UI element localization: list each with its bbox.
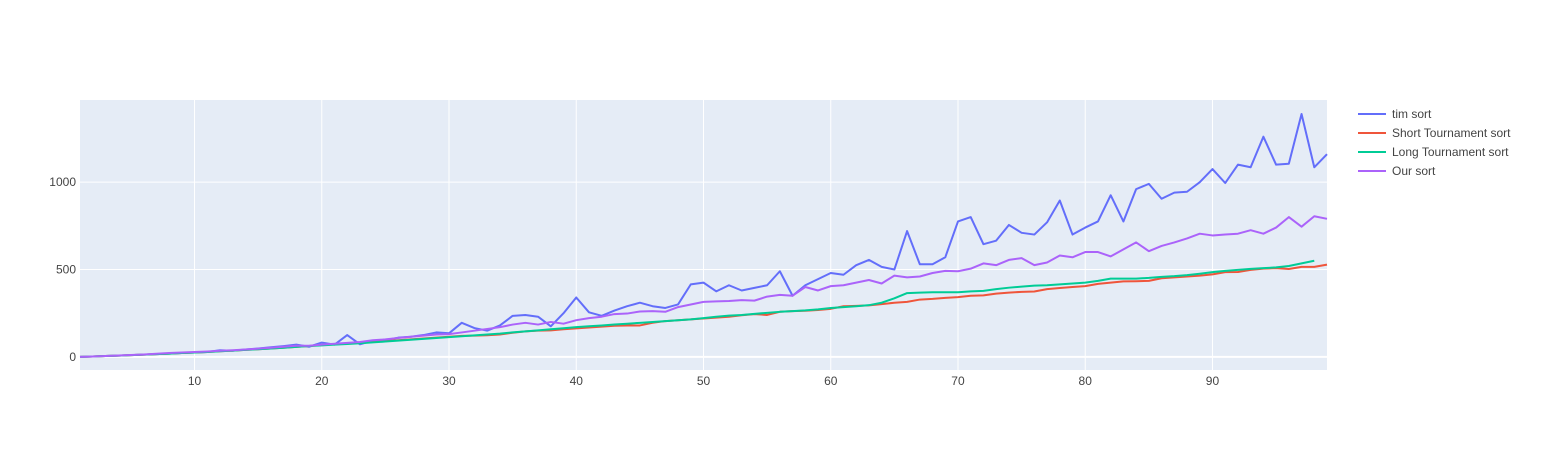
legend-item-2[interactable]: Short Tournament sort <box>1358 126 1511 140</box>
x-tick-label: 80 <box>1079 374 1093 388</box>
y-axis-ticks: 0 500 1000 <box>49 175 76 364</box>
x-tick-label: 90 <box>1206 374 1220 388</box>
legend-item-4[interactable]: Our sort <box>1358 164 1436 178</box>
legend-item-1[interactable]: tim sort <box>1358 107 1432 121</box>
series-lines <box>79 112 1328 358</box>
x-tick-label: 70 <box>951 374 965 388</box>
legend-label: tim sort <box>1392 107 1432 121</box>
legend-label: Short Tournament sort <box>1392 126 1511 140</box>
x-tick-label: 20 <box>315 374 329 388</box>
series-line-3 <box>79 259 1315 358</box>
x-tick-label: 30 <box>442 374 456 388</box>
y-tick-label: 0 <box>69 350 76 364</box>
legend-item-3[interactable]: Long Tournament sort <box>1358 145 1509 159</box>
legend[interactable]: tim sort Short Tournament sort Long Tourna… <box>1358 107 1511 178</box>
x-tick-label: 50 <box>697 374 711 388</box>
x-tick-label: 10 <box>188 374 202 388</box>
x-axis-ticks: 10 20 30 40 50 60 70 80 90 <box>188 374 1220 388</box>
x-tick-label: 40 <box>570 374 584 388</box>
legend-label: Long Tournament sort <box>1392 145 1509 159</box>
y-tick-label: 500 <box>56 263 76 277</box>
y-tick-label: 1000 <box>49 175 76 189</box>
grid-lines <box>80 100 1327 370</box>
x-tick-label: 60 <box>824 374 838 388</box>
legend-label: Our sort <box>1392 164 1436 178</box>
series-line-4 <box>79 215 1328 358</box>
